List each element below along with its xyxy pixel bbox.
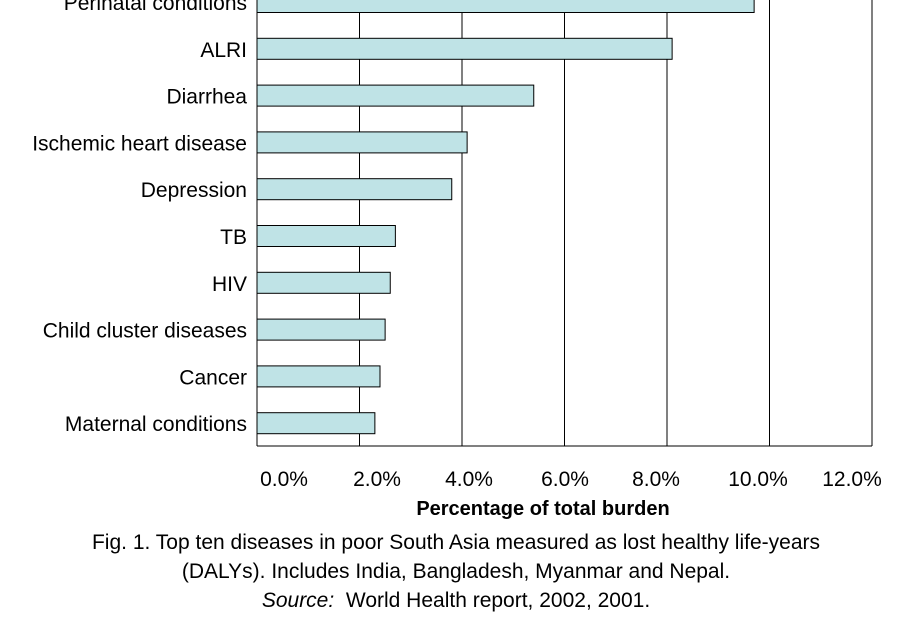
category-label: Maternal conditions	[65, 413, 247, 436]
bar	[256, 84, 535, 107]
category-label: ALRI	[200, 39, 247, 62]
category-label: TB	[220, 226, 247, 249]
category-label: Diarrhea	[166, 86, 247, 109]
caption-source-text: World Health report, 2002, 2001.	[334, 589, 651, 612]
bar	[256, 37, 673, 60]
category-label: Ischemic heart disease	[32, 132, 247, 155]
caption-line-2: (DALYs). Includes India, Bangladesh, Mya…	[181, 560, 731, 583]
x-tick-label: 10.0%	[728, 468, 788, 491]
category-label: Cancer	[179, 366, 247, 389]
caption-source-label: Source:	[261, 589, 335, 612]
bar	[256, 271, 391, 294]
category-label: Child cluster diseases	[43, 320, 247, 343]
figure-caption: Fig. 1. Top ten diseases in poor South A…	[0, 528, 912, 615]
x-tick-label: 0.0%	[260, 468, 308, 491]
bar	[256, 412, 376, 435]
category-label: Depression	[141, 179, 247, 202]
x-tick-label: 8.0%	[632, 468, 680, 491]
bar	[256, 365, 381, 388]
bar	[256, 318, 386, 341]
bar-chart: Perinatal conditions ALRI Diarrhea Ischemic…	[32, 0, 882, 520]
x-tick-label: 2.0%	[353, 468, 401, 491]
bar	[256, 178, 453, 201]
x-tick-label: 4.0%	[445, 468, 493, 491]
caption-source: Source: World Health report, 2002, 2001.	[0, 586, 912, 615]
category-label: Perinatal conditions	[64, 0, 247, 15]
bar	[256, 131, 468, 154]
x-tick-label: 6.0%	[541, 468, 589, 491]
bar	[256, 0, 755, 13]
x-axis-title: Percentage of total burden	[416, 498, 669, 520]
x-tick-label: 12.0%	[822, 468, 882, 491]
category-label: HIV	[212, 273, 247, 296]
bar	[256, 225, 396, 247]
caption-line-1: Fig. 1. Top ten diseases in poor South A…	[91, 531, 821, 554]
